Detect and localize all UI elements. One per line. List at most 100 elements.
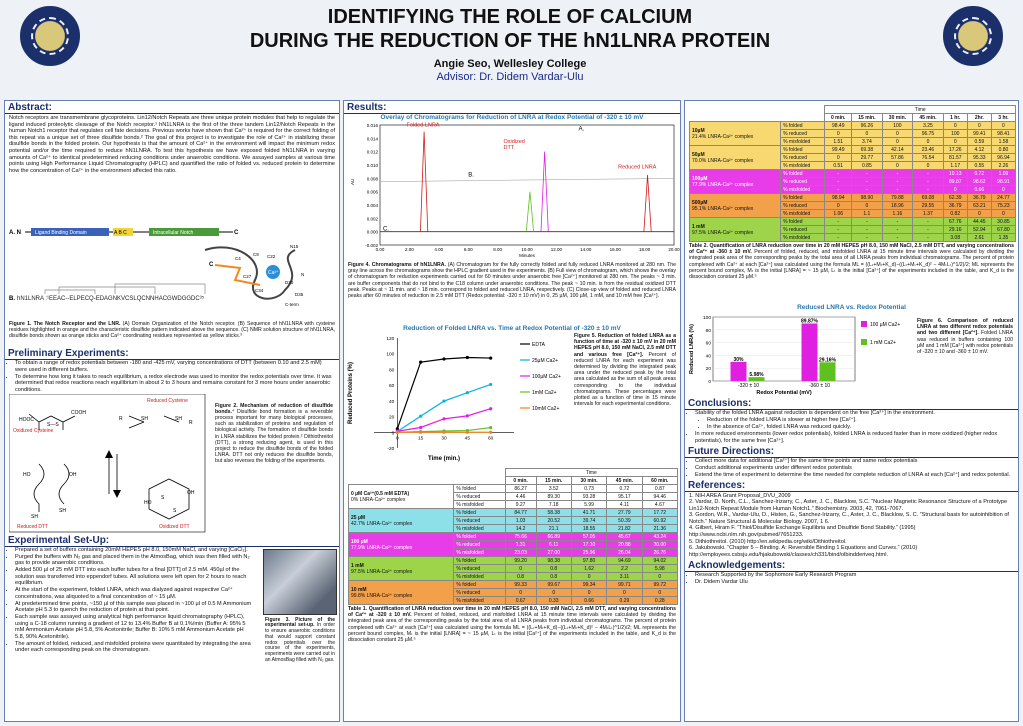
- time-header: Time: [504, 468, 679, 477]
- column-header: 0 min.: [824, 113, 853, 122]
- y-tick-label: 60: [389, 383, 395, 389]
- table-row: 500µM 95.1% LNRA-Ca²⁺ complex% folded 98.9…: [688, 193, 1017, 218]
- x-axis-label: Time (min.): [428, 456, 460, 462]
- value-cell: 27.00: [535, 548, 572, 557]
- value-cell: 100: [942, 129, 968, 138]
- value-cell: 17.72: [641, 508, 679, 517]
- table-row: % reduced - - - -89.87 98.62 98.91: [690, 177, 1017, 186]
- value-cell: 1.06: [824, 209, 853, 218]
- value-cell: -: [824, 177, 853, 186]
- abstract-heading: Abstract:: [5, 101, 339, 114]
- value-cell: -: [912, 169, 944, 178]
- value-cell: 41.71: [570, 508, 608, 517]
- oxidized-dtt-label: Oxidized DTT: [503, 139, 524, 151]
- figure-1: A. N Ligand Binding Domain A B C Intrace…: [5, 220, 339, 320]
- setup-item: The amount of folded, reduced, and misfo…: [15, 641, 253, 654]
- bar-label: 30%: [733, 357, 744, 363]
- value-cell: 0.80: [990, 145, 1017, 154]
- value-cell: 0.72: [966, 169, 992, 178]
- svg-text:HOOC: HOOC: [19, 417, 34, 423]
- x-tick-label: 0.00: [376, 247, 385, 252]
- row-label: % folded: [780, 217, 826, 226]
- y-axis-label: AU: [350, 179, 355, 185]
- row-label: % reduced: [780, 177, 826, 186]
- college-seal-right: [943, 6, 1003, 66]
- table-row: 10µM 21.4% LNRA-Ca²⁺ complex% folded 98.49…: [688, 121, 1017, 146]
- y-tick-label: 0.008: [367, 176, 379, 181]
- value-cell: 0: [851, 201, 883, 210]
- row-label: % reduced: [453, 516, 506, 525]
- column-header: 2hr.: [966, 113, 992, 122]
- reduced-lnra-label: Reduced LNRA: [618, 164, 657, 170]
- calcium-ion: [266, 265, 280, 279]
- row-label: % misfolded: [453, 572, 506, 581]
- y-tick-label: 0.014: [367, 136, 379, 141]
- row-label: % misfolded: [453, 524, 506, 533]
- fig1-label-b: B.: [9, 296, 15, 302]
- data-point: [465, 430, 469, 434]
- value-cell: 4.11: [606, 500, 643, 509]
- data-point: [419, 360, 423, 364]
- value-cell: 3.08: [942, 233, 968, 242]
- fig5-caption: Figure 5. Reduction of folded LNRA as a …: [574, 333, 676, 408]
- value-cell: 62.39: [942, 193, 968, 202]
- value-cell: 36.79: [966, 193, 992, 202]
- value-cell: 30.85: [990, 217, 1017, 226]
- value-cell: 27.79: [606, 508, 643, 517]
- panel-b-label: B.: [468, 172, 474, 178]
- title-line2: DURING THE REDUCTION OF THE hN1LNRA PROT…: [249, 30, 771, 52]
- value-cell: 7.18: [535, 500, 572, 509]
- y-tick-label: 80: [389, 367, 395, 373]
- value-cell: -: [824, 217, 853, 226]
- x-tick-label: 12.00: [551, 247, 563, 252]
- ligand-label: Ligand Binding Domain: [35, 230, 87, 236]
- table-row: % reduced - - - -29.16 52.94 67.80: [690, 225, 1017, 234]
- y-tick-label: 60: [706, 341, 712, 347]
- value-cell: 0.55: [966, 161, 992, 170]
- column-header: 45 min.: [912, 113, 944, 122]
- value-cell: 36.79: [942, 201, 968, 210]
- value-cell: 57.86: [881, 153, 914, 162]
- legend-label: 1 mM Ca2+: [870, 340, 896, 346]
- value-cell: 94.02: [641, 556, 679, 565]
- bar: [730, 361, 747, 381]
- y-tick-label: -0.002: [365, 243, 378, 248]
- c-terminus-label: C: [234, 230, 239, 236]
- gradient-line: [379, 178, 675, 182]
- value-cell: 98.49: [824, 121, 853, 130]
- poster-header: IDENTIFYING THE ROLE OF CALCIUM DURING T…: [0, 0, 1023, 98]
- future-item: Extend the time of experiment to determi…: [695, 472, 1014, 479]
- row-label: % reduced: [780, 201, 826, 210]
- y-tick-label: 80: [706, 328, 712, 334]
- value-cell: 89.87: [942, 177, 968, 186]
- setup-item: Added 500 µl of 25 mM DTT into each buff…: [15, 567, 253, 587]
- value-cell: 0: [990, 121, 1017, 130]
- x-tick-label: 20.00: [668, 247, 680, 252]
- value-cell: 99.49: [824, 145, 853, 154]
- condition-cell: 500µM 95.1% LNRA-Ca²⁺ complex: [688, 193, 782, 218]
- column-header: 15 min.: [535, 476, 572, 485]
- row-label: % folded: [453, 580, 506, 589]
- ack-item: Research Supported by the Sophomore Earl…: [695, 572, 1014, 579]
- value-cell: -: [851, 225, 883, 234]
- x-tick-label: 18.00: [639, 247, 651, 252]
- value-cell: 0: [570, 588, 608, 597]
- y-tick-label: 20: [706, 366, 712, 372]
- column-header: 60 min.: [641, 476, 679, 485]
- reference-item: 2. Vardar, D. North, C.L., Sanchez-Iriza…: [689, 499, 1008, 512]
- value-cell: 98.62: [966, 177, 992, 186]
- value-cell: 69.38: [851, 145, 883, 154]
- data-point: [395, 430, 399, 434]
- time-header: Time: [824, 105, 1016, 114]
- value-cell: 0.85: [851, 161, 883, 170]
- value-cell: 1.62: [570, 564, 608, 573]
- table-row: % misfolded - - - -3.08 2.61 1.35: [690, 233, 1017, 242]
- x-tick-label: 0: [396, 435, 399, 441]
- legend-swatch: [861, 321, 867, 327]
- y-tick-label: 100: [703, 315, 711, 321]
- svg-text:HO: HO: [23, 472, 31, 478]
- value-cell: 45.67: [606, 532, 643, 541]
- legend-label: EDTA: [532, 342, 546, 348]
- data-point: [489, 382, 493, 387]
- value-cell: 0: [966, 121, 992, 130]
